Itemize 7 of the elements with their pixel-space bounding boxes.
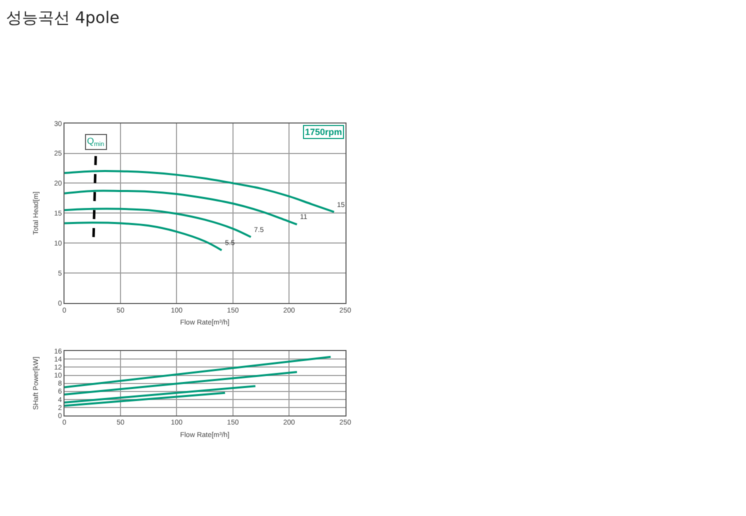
annotation: 1750rpm [305, 127, 342, 137]
line-series [64, 222, 223, 252]
line-series [64, 190, 298, 226]
series-label: Q$_{min}$ [87, 136, 105, 148]
line-series [64, 208, 252, 238]
line-series [64, 170, 336, 213]
chart-title: 성능곡선 4pole [6, 8, 120, 27]
